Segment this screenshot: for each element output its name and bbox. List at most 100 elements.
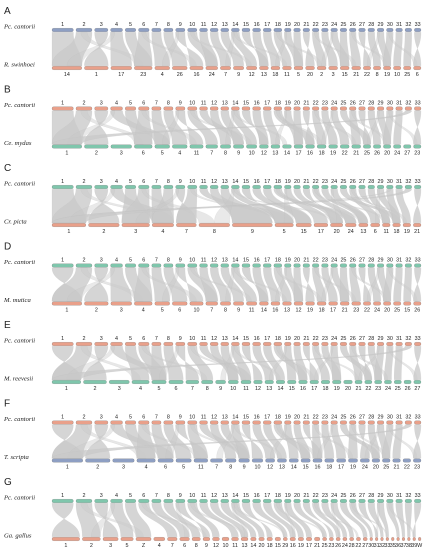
top-chromosome-label: 8 bbox=[167, 257, 170, 263]
top-chromosome-label: 29 bbox=[378, 493, 384, 499]
top-chromosome-label: 27 bbox=[359, 100, 365, 106]
bottom-chromosome bbox=[364, 380, 373, 384]
bottom-chromosome bbox=[202, 537, 211, 541]
bottom-chromosome bbox=[51, 458, 83, 463]
top-chromosome-label: 13 bbox=[222, 414, 228, 420]
top-chromosome-label: 19 bbox=[285, 414, 291, 420]
top-chromosome-label: 29 bbox=[378, 257, 384, 263]
bottom-chromosome bbox=[134, 144, 153, 149]
bottom-chromosome bbox=[335, 537, 341, 541]
synteny-ribbon bbox=[225, 267, 235, 302]
top-chromosome bbox=[367, 185, 375, 189]
top-chromosome bbox=[199, 499, 208, 503]
synteny-ribbon bbox=[51, 110, 412, 145]
top-chromosome-label: 15 bbox=[243, 336, 249, 342]
top-chromosome bbox=[94, 185, 109, 189]
synteny-ribbon bbox=[302, 32, 315, 66]
top-chromosome bbox=[94, 28, 109, 32]
bottom-chromosome bbox=[175, 458, 192, 463]
top-chromosome bbox=[241, 263, 251, 268]
bottom-chromosome-label: 5 bbox=[161, 151, 164, 157]
top-chromosome bbox=[163, 342, 174, 346]
synteny-ribbon bbox=[175, 110, 204, 145]
top-chromosome bbox=[293, 263, 301, 268]
ribbons bbox=[51, 424, 422, 459]
top-chromosome-label: 11 bbox=[201, 179, 207, 185]
top-chromosome bbox=[110, 342, 123, 346]
bottom-chromosome-label: 32 bbox=[379, 543, 385, 549]
top-chromosome-label: 12 bbox=[211, 22, 217, 28]
top-chromosome bbox=[263, 106, 272, 111]
bottom-chromosome bbox=[382, 223, 391, 227]
top-chromosome-label: 19 bbox=[285, 100, 291, 106]
top-chromosome bbox=[163, 28, 174, 32]
bottom-chromosome-label: 26 bbox=[414, 308, 420, 314]
top-chromosome bbox=[358, 342, 366, 346]
synteny-ribbon bbox=[293, 267, 304, 302]
top-chromosome bbox=[349, 185, 357, 189]
bottom-chromosome bbox=[362, 537, 368, 541]
synteny-ribbon bbox=[51, 346, 412, 380]
bottom-chromosome-label: 37 bbox=[400, 543, 406, 549]
bottom-chromosome-label: 8 bbox=[224, 308, 227, 314]
bottom-chromosome bbox=[391, 537, 395, 541]
top-chromosome-label: 3 bbox=[100, 257, 103, 263]
bottom-chromosome bbox=[51, 537, 80, 541]
bottom-chromosome bbox=[270, 66, 281, 70]
top-chromosome bbox=[125, 28, 136, 32]
top-chromosome-label: 5 bbox=[129, 100, 132, 106]
top-chromosome-label: 16 bbox=[254, 179, 260, 185]
bottom-chromosome bbox=[356, 537, 361, 541]
bottom-chromosome-label: 28 bbox=[349, 543, 355, 549]
synteny-ribbon bbox=[393, 110, 403, 145]
top-chromosome bbox=[151, 342, 162, 346]
top-chromosome bbox=[210, 185, 219, 189]
top-chromosome-label: 24 bbox=[331, 179, 337, 185]
top-chromosome-label: 8 bbox=[167, 336, 170, 342]
bottom-chromosome-label: 12 bbox=[261, 151, 267, 157]
top-chromosome bbox=[367, 28, 375, 32]
bottom-chromosome bbox=[82, 537, 101, 541]
top-chromosome-label: 27 bbox=[359, 493, 365, 499]
bottom-chromosome-label: 8 bbox=[213, 229, 216, 235]
bottom-chromosome bbox=[259, 66, 269, 70]
top-chromosome-label: 24 bbox=[331, 257, 337, 263]
top-chromosome bbox=[94, 342, 109, 346]
bottom-chromosome-label: 18 bbox=[326, 465, 332, 471]
bottom-chromosome bbox=[393, 301, 402, 306]
synteny-ribbon bbox=[284, 346, 297, 380]
top-chromosome bbox=[273, 499, 282, 503]
top-chromosome-label: 13 bbox=[222, 336, 228, 342]
bottom-chromosome bbox=[246, 301, 257, 306]
top-chromosome bbox=[51, 106, 74, 111]
top-chromosome bbox=[302, 263, 310, 268]
top-chromosome bbox=[302, 420, 310, 425]
synteny-ribbon bbox=[284, 189, 294, 223]
bottom-chromosome-label: 1 bbox=[67, 229, 70, 235]
top-chromosome-label: 7 bbox=[155, 336, 158, 342]
top-chromosome-label: 4 bbox=[115, 257, 118, 263]
top-chromosome-label: 6 bbox=[142, 100, 145, 106]
top-chromosome-label: 28 bbox=[368, 336, 374, 342]
synteny-ribbon bbox=[302, 267, 315, 302]
synteny-ribbon bbox=[135, 189, 180, 223]
synteny-ribbon bbox=[66, 267, 115, 302]
bottom-chromosome bbox=[231, 537, 239, 541]
bottom-chromosome bbox=[309, 380, 319, 384]
bottom-chromosome bbox=[84, 144, 109, 149]
top-chromosome-label: 3 bbox=[100, 100, 103, 106]
top-chromosome bbox=[293, 106, 301, 111]
top-chromosome bbox=[404, 28, 412, 32]
synteny-ribbon bbox=[134, 32, 153, 66]
synteny-ribbon bbox=[366, 267, 380, 302]
top-chromosome-label: 17 bbox=[264, 414, 270, 420]
bottom-chromosome bbox=[205, 301, 218, 306]
synteny-ribbon bbox=[158, 346, 180, 380]
synteny-ribbon bbox=[393, 267, 403, 302]
synteny-ribbon bbox=[110, 267, 132, 302]
bottom-chromosome-label: 22 bbox=[404, 465, 410, 471]
top-chromosome-label: 21 bbox=[303, 22, 309, 28]
bottom-chromosome-label: 25 bbox=[383, 465, 389, 471]
top-chromosome-label: 29 bbox=[378, 22, 384, 28]
